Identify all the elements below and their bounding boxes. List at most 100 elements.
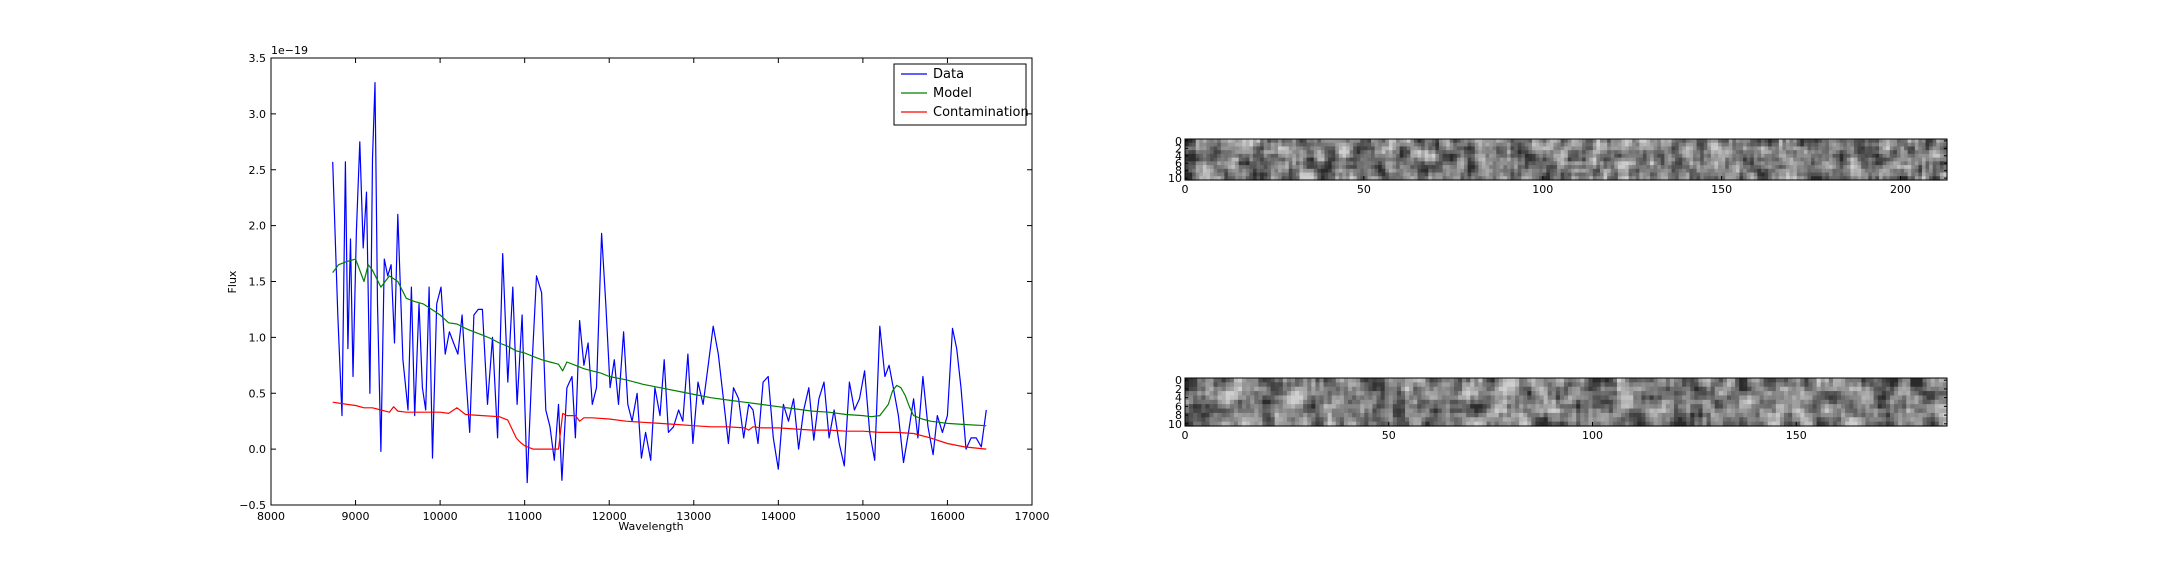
heatmap-pixel (1201, 391, 1206, 397)
heatmap-pixel (1439, 168, 1444, 174)
heatmap-pixel (1751, 386, 1757, 392)
heatmap-pixel (1188, 146, 1193, 151)
heatmap-pixel (1896, 176, 1902, 181)
heatmap-pixel (1467, 150, 1472, 155)
heatmap-pixel (1894, 404, 1899, 410)
heatmap-pixel (1702, 378, 1708, 383)
heatmap-pixel (1349, 153, 1354, 159)
heatmap-pixel (1349, 172, 1354, 177)
heatmap-pixel (1368, 412, 1374, 418)
heatmap-pixel (1245, 172, 1250, 177)
heatmap-pixel (1317, 165, 1322, 170)
heatmap-pixel (1424, 150, 1429, 155)
heatmap-pixel (1242, 382, 1247, 388)
heatmap-pixel (1753, 176, 1758, 181)
heatmap-pixel (1433, 382, 1439, 388)
heatmap-pixel (1857, 142, 1862, 148)
heatmap-pixel (1633, 421, 1638, 427)
heatmap-pixel (1260, 139, 1265, 144)
heatmap-pixel (1535, 399, 1541, 405)
heatmap-pixel (1217, 395, 1223, 401)
heatmap-pixel (1374, 161, 1379, 166)
heatmap-pixel (1836, 378, 1842, 383)
heatmap-pixel (1694, 399, 1700, 405)
heatmap-pixel (1649, 408, 1655, 414)
heatmap-pixel (1807, 153, 1812, 159)
heatmap-pixel (1771, 142, 1776, 148)
heatmap-pixel (1689, 176, 1694, 181)
heatmap-pixel (1202, 153, 1208, 159)
heatmap-pixel (1453, 399, 1459, 405)
heatmap-pixel (1213, 161, 1218, 166)
heatmap-pixel (1225, 404, 1231, 410)
heatmap-pixel (1384, 412, 1390, 418)
heatmap-pixel (1818, 142, 1823, 148)
heatmap-pixel (1778, 153, 1784, 159)
heatmap-pixel (1843, 176, 1848, 181)
heatmap-pixel (1639, 176, 1644, 181)
heatmap-pixel (1846, 150, 1852, 155)
heatmap-pixel (1376, 408, 1382, 414)
heatmap-pixel (1836, 139, 1841, 144)
heatmap-pixel (1464, 153, 1469, 159)
heatmap-pixel (1703, 161, 1708, 166)
heatmap-pixel (1706, 395, 1712, 401)
heatmap-pixel (1735, 404, 1740, 410)
heatmap-pixel (1764, 165, 1769, 170)
heatmap-pixel (1547, 404, 1553, 410)
heatmap-pixel (1374, 157, 1379, 162)
heatmap-pixel (1865, 404, 1871, 410)
heatmap-pixel (1845, 382, 1850, 388)
heatmap-pixel (1489, 153, 1494, 159)
heatmap-pixel (1449, 404, 1455, 410)
heatmap-pixel (1464, 168, 1469, 174)
heatmap-pixel (1506, 153, 1512, 159)
heatmap-pixel (1660, 142, 1665, 148)
heatmap-pixel (1843, 161, 1848, 166)
heatmap-pixel (1467, 165, 1472, 170)
heatmap-pixel (1433, 386, 1439, 392)
heatmap-pixel (1424, 153, 1429, 159)
heatmap-pixel (1568, 417, 1573, 423)
heatmap-pixel (1481, 157, 1487, 162)
heatmap-pixel (1437, 399, 1443, 405)
heatmap-pixel (1669, 404, 1675, 410)
heatmap-pixel (1816, 382, 1822, 388)
heatmap-pixel (1621, 165, 1626, 170)
heatmap-pixel (1757, 172, 1762, 177)
heatmap-pixel (1828, 161, 1834, 166)
heatmap-pixel (1515, 408, 1520, 414)
heatmap-pixel (1918, 142, 1923, 148)
heatmap-pixel (1907, 157, 1912, 162)
heatmap-pixel (1315, 412, 1321, 418)
heatmap-pixel (1914, 157, 1919, 162)
heatmap-pixel (1846, 165, 1852, 170)
heatmap-pixel (1775, 139, 1780, 144)
heatmap-pixel (1564, 150, 1569, 155)
heatmap-pixel (1828, 412, 1834, 418)
heatmap-pixel (1274, 161, 1279, 166)
heatmap-pixel (1671, 161, 1676, 166)
heatmap-pixel (1934, 395, 1940, 401)
heatmap-pixel (1189, 421, 1194, 427)
heatmap-pixel (1356, 146, 1361, 151)
heatmap-pixel (1689, 157, 1694, 162)
heatmap-pixel (1563, 378, 1569, 383)
heatmap-pixel (1471, 153, 1476, 159)
heatmap-pixel (1685, 139, 1691, 144)
heatmap-pixel (1718, 172, 1723, 177)
heatmap-pixel (1707, 139, 1712, 144)
heatmap-pixel (1904, 176, 1909, 181)
heatmap-pixel (1506, 386, 1512, 392)
heatmap-pixel (1442, 165, 1447, 170)
heatmap-pixel (1877, 386, 1883, 392)
heatmap-pixel (1707, 146, 1712, 151)
heatmap-pixel (1739, 421, 1744, 427)
heatmap-pixel (1832, 153, 1837, 159)
heatmap-pixel (1607, 139, 1612, 144)
heatmap-pixel (1836, 142, 1841, 148)
heatmap-pixel (1376, 421, 1382, 427)
heatmap-pixel (1485, 150, 1490, 155)
heatmap-pixel (1803, 150, 1809, 155)
heatmap-pixel (1675, 146, 1680, 151)
